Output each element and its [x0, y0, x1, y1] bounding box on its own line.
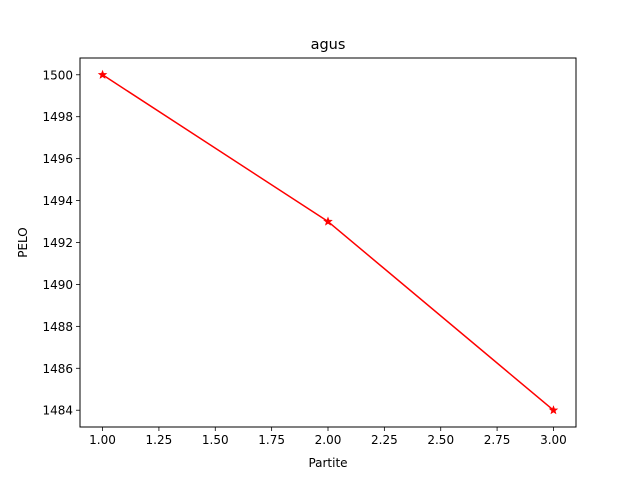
y-axis-label: PELO — [16, 227, 30, 258]
y-axis-ticks: 1484 1486 1488 1490 1492 1494 1496 1498 1500 — [42, 68, 80, 418]
x-tick-label: 2.25 — [371, 433, 398, 447]
x-tick-label: 2.75 — [484, 433, 511, 447]
y-tick-label: 1492 — [42, 236, 73, 250]
x-axis-ticks: 1.00 1.25 1.50 1.75 2.00 2.25 2.50 2.75 3.00 — [89, 427, 567, 447]
y-tick-label: 1490 — [42, 278, 73, 292]
chart-title: agus — [311, 37, 346, 53]
x-tick-label: 3.00 — [540, 433, 567, 447]
y-tick-label: 1500 — [42, 68, 73, 82]
y-tick-label: 1498 — [42, 110, 73, 124]
x-tick-label: 1.75 — [258, 433, 285, 447]
series-layer — [97, 69, 559, 415]
y-tick-label: 1484 — [42, 404, 73, 418]
y-tick-label: 1496 — [42, 152, 73, 166]
data-point-star-marker — [548, 405, 559, 415]
x-tick-label: 1.50 — [202, 433, 229, 447]
y-tick-label: 1486 — [42, 362, 73, 376]
data-point-star-marker — [97, 69, 108, 79]
data-point-star-marker — [323, 216, 333, 226]
x-tick-label: 1.25 — [146, 433, 173, 447]
x-tick-label: 2.50 — [427, 433, 454, 447]
x-tick-label: 2.00 — [315, 433, 342, 447]
y-tick-label: 1488 — [42, 320, 73, 334]
plot-area — [80, 58, 576, 427]
x-tick-label: 1.00 — [89, 433, 116, 447]
x-axis-label: Partite — [308, 456, 347, 470]
y-tick-label: 1494 — [42, 194, 73, 208]
